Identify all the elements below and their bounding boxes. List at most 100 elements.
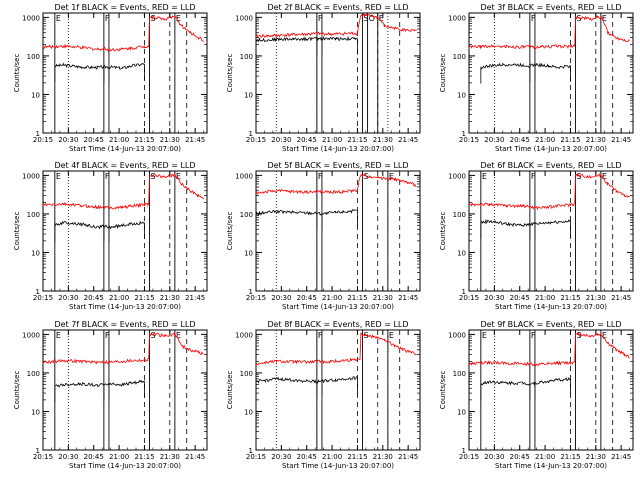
x-tick-label: 21:30 bbox=[373, 294, 393, 302]
marker-label: F bbox=[105, 331, 110, 340]
x-tick-label: 21:15 bbox=[347, 453, 367, 461]
x-tick-label: 21:45 bbox=[398, 453, 418, 461]
marker-label: S bbox=[364, 14, 369, 23]
chart-panel: Det 1f BLACK = Events, RED = LLD 1 10 100 10… bbox=[13, 3, 208, 153]
marker-label: E bbox=[602, 331, 607, 340]
x-tick-label: 20:15 bbox=[459, 453, 479, 461]
x-tick-label: 21:00 bbox=[109, 136, 129, 144]
lld-series-line bbox=[255, 13, 417, 38]
x-axis-title: Start Time (14-Jun-13 20:07:00) bbox=[495, 145, 607, 153]
y-axis-title: Counts/sec bbox=[226, 212, 234, 251]
x-tick-label: 20:30 bbox=[271, 136, 291, 144]
y-tick-label: 1000 bbox=[448, 14, 466, 22]
y-tick-label: 10 bbox=[457, 408, 466, 416]
x-tick-label: 20:15 bbox=[459, 294, 479, 302]
chart-panel: Det 9f BLACK = Events, RED = LLD 1 10 100 10… bbox=[439, 320, 634, 470]
x-tick-label: 21:15 bbox=[560, 136, 580, 144]
chart-panel: Det 6f BLACK = Events, RED = LLD 1 10 100 10… bbox=[439, 161, 634, 311]
x-tick-label: 21:45 bbox=[185, 453, 205, 461]
y-tick-label: 1 bbox=[462, 130, 466, 138]
marker-label: F bbox=[318, 331, 323, 340]
marker-label: F bbox=[318, 172, 323, 181]
events-series-line bbox=[480, 377, 571, 386]
marker-label: S bbox=[151, 14, 156, 23]
y-tick-label: 1000 bbox=[448, 331, 466, 339]
x-tick-label: 21:30 bbox=[586, 136, 606, 144]
y-tick-label: 1 bbox=[249, 130, 253, 138]
x-tick-label: 20:30 bbox=[484, 294, 504, 302]
x-tick-label: 21:15 bbox=[347, 136, 367, 144]
y-tick-label: 100 bbox=[27, 53, 40, 61]
y-tick-label: 1 bbox=[36, 130, 40, 138]
x-tick-label: 20:45 bbox=[84, 294, 104, 302]
marker-label: E bbox=[176, 172, 181, 181]
chart-panel: Det 4f BLACK = Events, RED = LLD 1 10 100 10… bbox=[13, 161, 208, 311]
x-tick-label: 21:00 bbox=[535, 136, 555, 144]
y-tick-label: 10 bbox=[244, 408, 253, 416]
x-tick-label: 21:45 bbox=[185, 294, 205, 302]
plot-frame bbox=[255, 329, 421, 451]
y-tick-label: 10 bbox=[31, 249, 40, 257]
chart-panel: Det 5f BLACK = Events, RED = LLD 1 10 100 10… bbox=[226, 161, 421, 311]
x-tick-label: 20:45 bbox=[510, 453, 530, 461]
x-tick-label: 21:30 bbox=[373, 136, 393, 144]
plot-frame bbox=[255, 170, 421, 292]
chart-title: Det 7f BLACK = Events, RED = LLD bbox=[54, 320, 195, 329]
x-axis-title: Start Time (14-Jun-13 20:07:00) bbox=[69, 145, 181, 153]
chart-title: Det 8f BLACK = Events, RED = LLD bbox=[267, 320, 408, 329]
x-tick-label: 21:00 bbox=[322, 453, 342, 461]
y-tick-label: 10 bbox=[31, 408, 40, 416]
chart-title: Det 9f BLACK = Events, RED = LLD bbox=[480, 320, 621, 329]
y-axis-title: Counts/sec bbox=[226, 371, 234, 410]
plot-frame bbox=[42, 329, 208, 451]
x-tick-label: 20:45 bbox=[510, 136, 530, 144]
marker-label: S bbox=[151, 331, 156, 340]
y-axis-title: Counts/sec bbox=[439, 371, 447, 410]
x-tick-label: 21:30 bbox=[586, 453, 606, 461]
marker-label: F bbox=[531, 172, 536, 181]
y-tick-label: 1000 bbox=[22, 14, 40, 22]
y-tick-label: 100 bbox=[27, 370, 40, 378]
x-tick-label: 20:30 bbox=[58, 294, 78, 302]
y-tick-label: 100 bbox=[27, 211, 40, 219]
y-axis-title: Counts/sec bbox=[13, 54, 21, 93]
x-tick-label: 20:15 bbox=[33, 136, 53, 144]
chart-panel: Det 2f BLACK = Events, RED = LLD 1 10 100 10… bbox=[226, 3, 421, 153]
y-tick-label: 100 bbox=[240, 53, 253, 61]
marker-label: E bbox=[482, 331, 487, 340]
x-axis-title: Start Time (14-Jun-13 20:07:00) bbox=[282, 145, 394, 153]
x-tick-label: 21:00 bbox=[535, 453, 555, 461]
lld-series-line bbox=[42, 15, 204, 52]
marker-label: F bbox=[531, 331, 536, 340]
chart-panel: Det 7f BLACK = Events, RED = LLD 1 10 100 10… bbox=[13, 320, 208, 470]
x-tick-label: 21:30 bbox=[373, 453, 393, 461]
y-tick-label: 100 bbox=[240, 211, 253, 219]
y-tick-label: 100 bbox=[453, 211, 466, 219]
plot-frame bbox=[255, 12, 421, 134]
y-tick-label: 1000 bbox=[235, 14, 253, 22]
events-series-line bbox=[255, 209, 358, 217]
x-tick-label: 20:45 bbox=[297, 136, 317, 144]
x-tick-label: 20:30 bbox=[58, 136, 78, 144]
chart-panel: Det 3f BLACK = Events, RED = LLD 1 10 100 10… bbox=[439, 3, 634, 153]
x-tick-label: 20:45 bbox=[510, 294, 530, 302]
x-tick-label: 21:00 bbox=[535, 294, 555, 302]
x-axis-title: Start Time (14-Jun-13 20:07:00) bbox=[495, 303, 607, 311]
x-tick-label: 20:15 bbox=[33, 294, 53, 302]
chart-title: Det 2f BLACK = Events, RED = LLD bbox=[267, 3, 408, 12]
x-tick-label: 21:45 bbox=[398, 136, 418, 144]
events-series-line bbox=[255, 35, 358, 43]
x-tick-label: 20:15 bbox=[246, 136, 266, 144]
marker-label: F bbox=[105, 14, 110, 23]
chart-title: Det 5f BLACK = Events, RED = LLD bbox=[267, 161, 408, 170]
y-tick-label: 10 bbox=[244, 91, 253, 99]
y-tick-label: 1000 bbox=[235, 172, 253, 180]
marker-label: F bbox=[531, 14, 536, 23]
x-tick-label: 21:30 bbox=[160, 453, 180, 461]
y-tick-label: 10 bbox=[244, 249, 253, 257]
x-tick-label: 21:30 bbox=[160, 294, 180, 302]
x-tick-label: 21:30 bbox=[586, 294, 606, 302]
x-tick-label: 20:15 bbox=[246, 294, 266, 302]
y-axis-title: Counts/sec bbox=[13, 371, 21, 410]
x-tick-label: 20:30 bbox=[271, 294, 291, 302]
